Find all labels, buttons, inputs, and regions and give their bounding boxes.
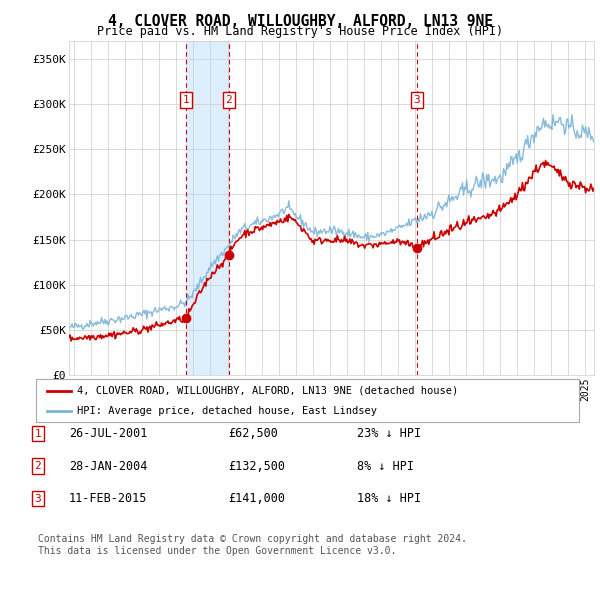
Text: 28-JAN-2004: 28-JAN-2004	[69, 460, 148, 473]
Text: 23% ↓ HPI: 23% ↓ HPI	[357, 427, 421, 440]
Text: 2: 2	[226, 95, 232, 105]
Text: Contains HM Land Registry data © Crown copyright and database right 2024.
This d: Contains HM Land Registry data © Crown c…	[38, 534, 467, 556]
Text: Price paid vs. HM Land Registry's House Price Index (HPI): Price paid vs. HM Land Registry's House …	[97, 25, 503, 38]
Text: 2: 2	[34, 461, 41, 471]
Text: 1: 1	[34, 429, 41, 438]
Text: £141,000: £141,000	[228, 492, 285, 505]
Text: 3: 3	[34, 494, 41, 503]
Text: 4, CLOVER ROAD, WILLOUGHBY, ALFORD, LN13 9NE: 4, CLOVER ROAD, WILLOUGHBY, ALFORD, LN13…	[107, 14, 493, 28]
Text: 3: 3	[413, 95, 421, 105]
Text: HPI: Average price, detached house, East Lindsey: HPI: Average price, detached house, East…	[77, 406, 377, 416]
Text: 1: 1	[183, 95, 190, 105]
Bar	[186, 41, 229, 375]
Text: 26-JUL-2001: 26-JUL-2001	[69, 427, 148, 440]
Text: 4, CLOVER ROAD, WILLOUGHBY, ALFORD, LN13 9NE (detached house): 4, CLOVER ROAD, WILLOUGHBY, ALFORD, LN13…	[77, 386, 458, 396]
Text: 8% ↓ HPI: 8% ↓ HPI	[357, 460, 414, 473]
Text: 11-FEB-2015: 11-FEB-2015	[69, 492, 148, 505]
Text: £62,500: £62,500	[228, 427, 278, 440]
Text: 18% ↓ HPI: 18% ↓ HPI	[357, 492, 421, 505]
Text: £132,500: £132,500	[228, 460, 285, 473]
